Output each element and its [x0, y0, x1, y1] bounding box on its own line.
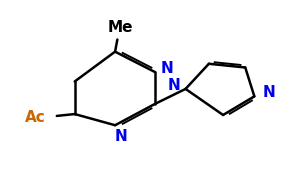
Text: N: N	[160, 61, 173, 76]
Text: N: N	[262, 85, 275, 100]
Text: N: N	[168, 78, 181, 93]
Text: Me: Me	[108, 20, 133, 35]
Text: Ac: Ac	[25, 110, 45, 125]
Text: N: N	[115, 129, 127, 144]
